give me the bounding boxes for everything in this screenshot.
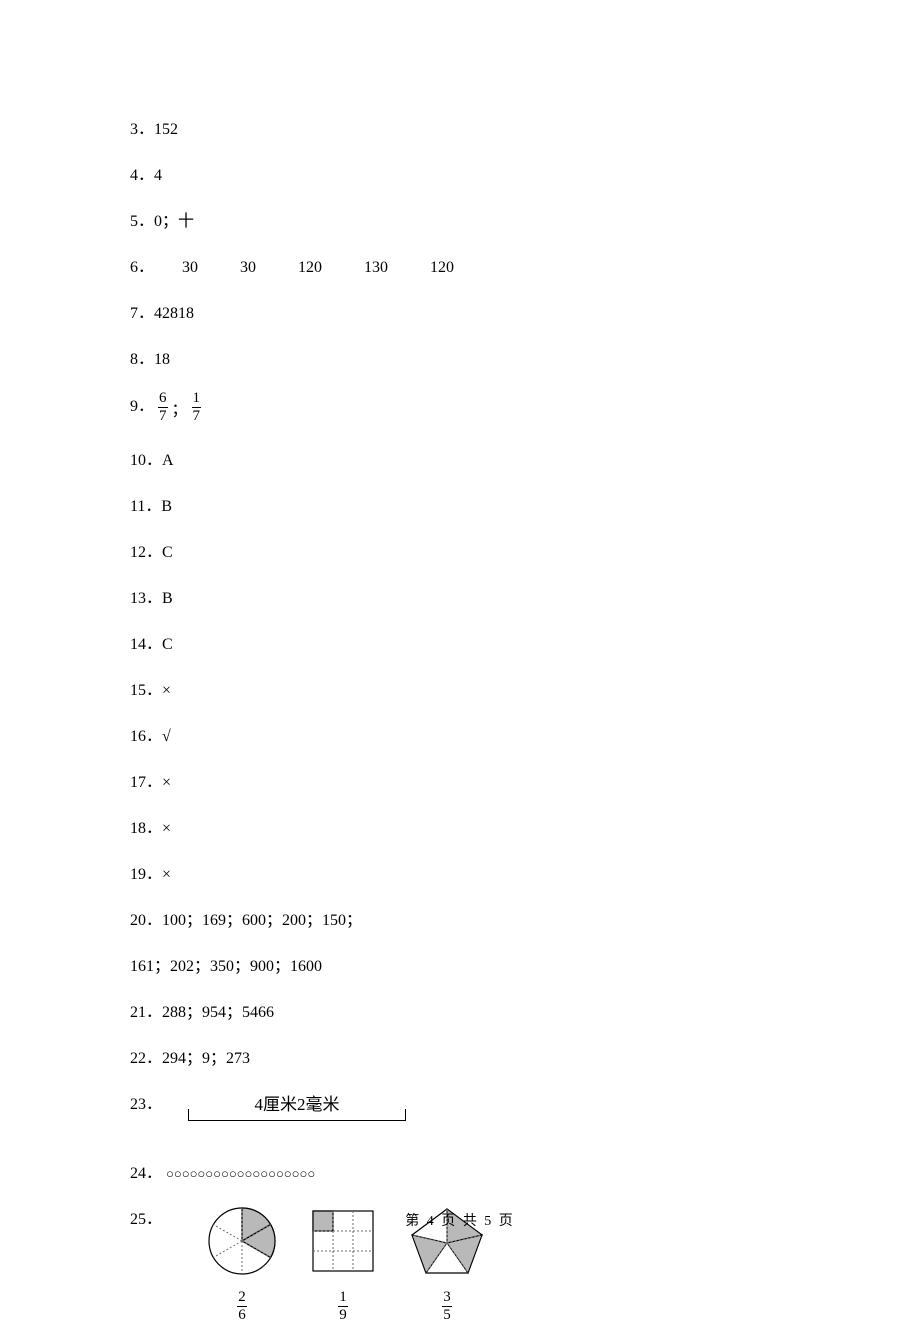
answer-18: 18．× [130,814,790,838]
page-footer: 第 4 页 共 5 页 [0,1210,920,1230]
ruler-icon [188,1115,406,1129]
ruler-text: 4厘米2毫米 [188,1090,406,1115]
answer-15: 15．× [130,676,790,700]
circles-row-icon: ○○○○○○○○○○○○○○○○○○○ [166,1166,315,1181]
answer-8: 8．18 [130,345,790,369]
answer-16: 16．√ [130,722,790,746]
answer-6-label: 6． [130,259,154,276]
answer-9-label: 9． [130,398,154,415]
answer-24-label: 24． [130,1165,162,1182]
answer-14: 14．C [130,630,790,654]
page-content: 3．152 4．4 5．0；十 6．3030120130120 7．42818 … [0,0,920,1323]
answer-13: 13．B [130,584,790,608]
fraction-2-6: 2 6 [237,1290,247,1323]
answer-7: 7．42818 [130,299,790,323]
fraction-1-9: 1 9 [338,1290,348,1323]
answer-6-v3: 120 [298,259,322,276]
answer-12: 12．C [130,538,790,562]
answer-6-v4: 130 [364,259,388,276]
answer-19: 19．× [130,860,790,884]
answer-23-label: 23． [130,1096,162,1113]
answer-22: 22．294；9；273 [130,1044,790,1068]
answer-9: 9． 6 7 ； 1 7 [130,391,790,424]
answer-24: 24． ○○○○○○○○○○○○○○○○○○○ [130,1159,790,1183]
answer-20: 20．100；169；600；200；150； [130,906,790,930]
answer-6-v2: 30 [240,259,256,276]
answer-21: 21．288；954；5466 [130,998,790,1022]
answer-23: 23． 4厘米2毫米 [130,1090,790,1129]
answer-6: 6． 30 30 120 130 120 [130,253,790,277]
answer-6-v1: 30 [182,259,198,276]
fraction-6-7: 6 7 [158,391,168,424]
answer-17: 17．× [130,768,790,792]
answer-4: 4．4 [130,161,790,185]
answer-20b: 161；202；350；900；1600 [130,952,790,976]
answer-6-v5: 120 [430,259,454,276]
answer-9-sep: ； [172,402,188,419]
answer-11: 11．B [130,492,790,516]
answer-3: 3．152 [130,115,790,139]
fraction-1-7: 1 7 [192,391,202,424]
fraction-3-5: 3 5 [442,1290,452,1323]
answer-10: 10．A [130,446,790,470]
answer-5: 5．0；十 [130,207,790,231]
